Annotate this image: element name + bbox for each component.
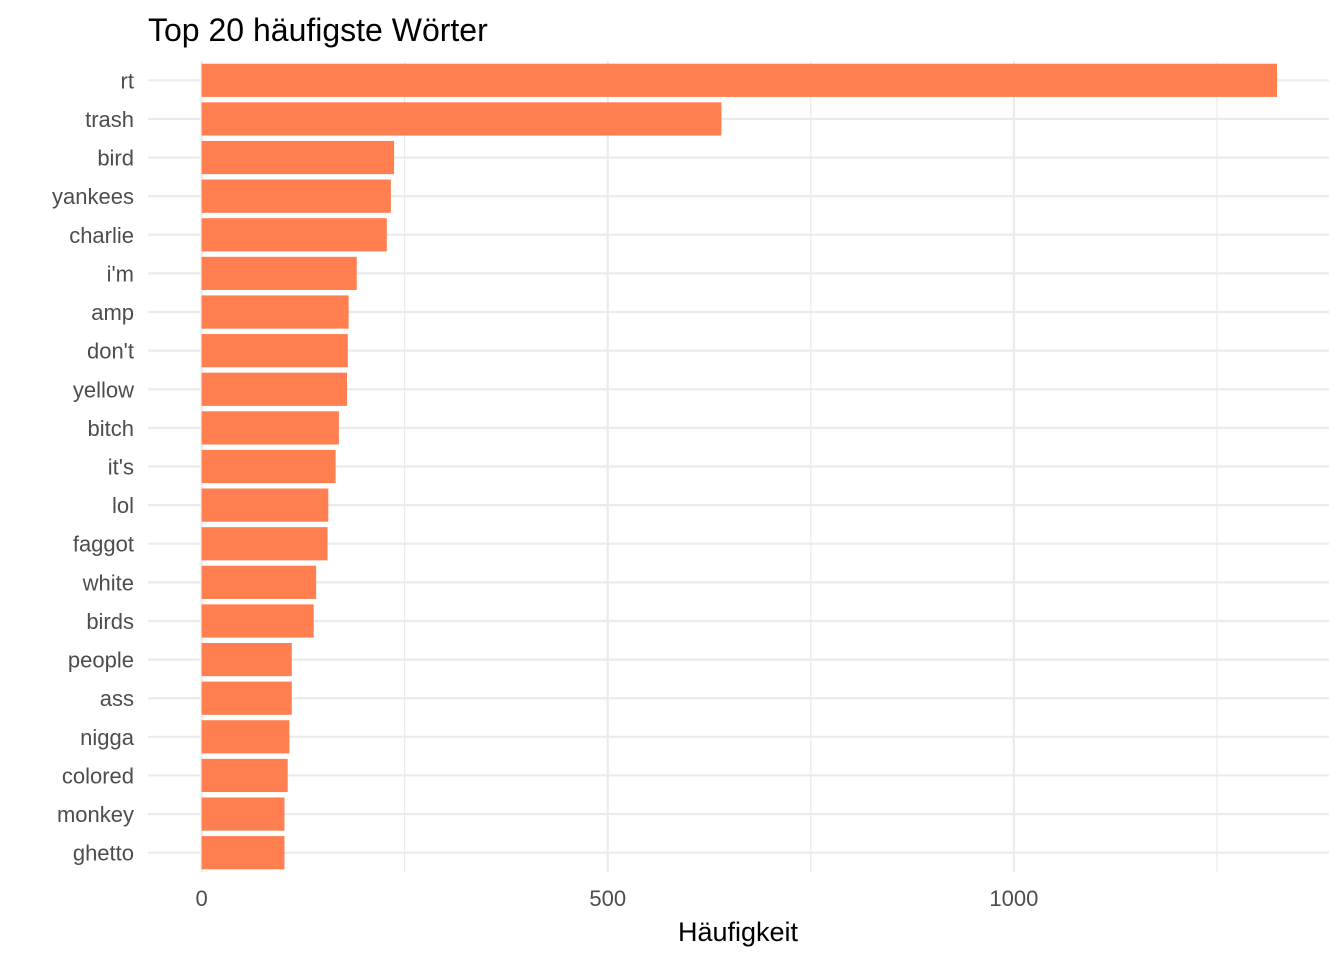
bar-faggot xyxy=(201,527,328,561)
x-tick-label: 1000 xyxy=(989,886,1038,911)
category-label: birds xyxy=(86,609,134,634)
category-label: monkey xyxy=(57,802,134,827)
x-axis-title: Häufigkeit xyxy=(678,917,799,947)
category-label: ass xyxy=(100,686,134,711)
category-label: trash xyxy=(85,107,134,132)
category-label: colored xyxy=(62,763,134,788)
bar-white xyxy=(201,565,317,599)
chart-title: Top 20 häufigste Wörter xyxy=(148,12,488,48)
category-label: ghetto xyxy=(73,841,134,866)
x-tick-label: 500 xyxy=(589,886,626,911)
category-label: rt xyxy=(121,68,134,93)
bar-ghetto xyxy=(201,836,285,870)
category-label: don't xyxy=(87,339,134,364)
category-label: white xyxy=(82,570,134,595)
bar-trash xyxy=(201,102,722,136)
category-label: i'm xyxy=(107,261,134,286)
category-label: charlie xyxy=(69,223,134,248)
bar-colored xyxy=(201,758,288,793)
category-label: nigga xyxy=(80,725,135,750)
bars xyxy=(201,63,1278,870)
category-label: it's xyxy=(108,455,134,480)
category-label: lol xyxy=(112,493,134,518)
bar-bird xyxy=(201,140,395,175)
category-label: yellow xyxy=(73,377,134,402)
bar-rt xyxy=(201,63,1278,97)
category-label: yankees xyxy=(52,184,134,209)
bar-nigga xyxy=(201,720,290,754)
bar-its xyxy=(201,449,336,484)
category-label: bird xyxy=(97,146,134,171)
bar-birds xyxy=(201,604,314,638)
category-label: amp xyxy=(91,300,134,325)
x-tick-labels: 0 500 1000 xyxy=(195,886,1038,911)
bar-im xyxy=(201,256,357,291)
bar-people xyxy=(201,642,292,677)
bar-ass xyxy=(201,681,292,715)
bar-charlie xyxy=(201,218,387,252)
bar-yankees xyxy=(201,179,391,213)
category-label: faggot xyxy=(73,532,134,557)
category-label: bitch xyxy=(88,416,134,441)
bar-dont xyxy=(201,334,348,368)
bar-yellow xyxy=(201,372,347,406)
category-label: people xyxy=(68,648,134,673)
bar-lol xyxy=(201,488,329,522)
x-tick-label: 0 xyxy=(195,886,207,911)
bar-monkey xyxy=(201,797,285,831)
bar-amp xyxy=(201,295,349,329)
bar-bitch xyxy=(201,411,339,445)
category-labels: rt trash bird yankees charlie i'm amp don't yell… xyxy=(52,68,135,865)
